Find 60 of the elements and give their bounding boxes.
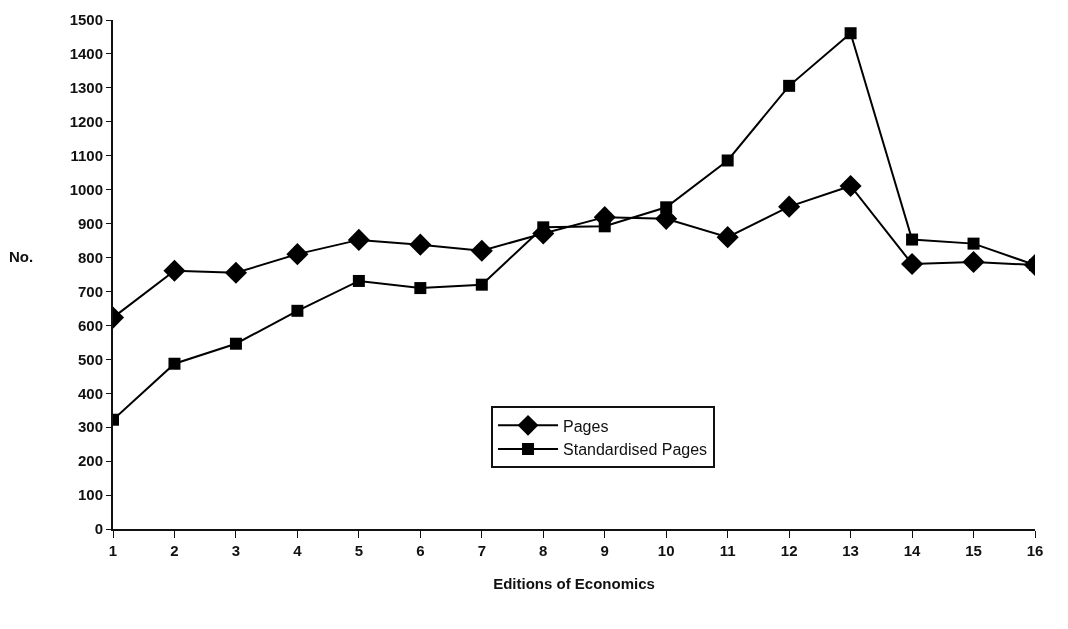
point (716, 226, 739, 249)
point (414, 282, 427, 295)
y-tick-label: 1100 (70, 146, 103, 164)
point (286, 243, 309, 266)
x-tick-label: 13 (842, 542, 859, 559)
y-tick-label: 1500 (69, 11, 103, 29)
point (352, 274, 365, 287)
point (844, 27, 857, 40)
x-tick-label: 3 (231, 542, 241, 559)
x-tick-label: 7 (477, 542, 486, 559)
point (163, 259, 186, 282)
point (962, 250, 985, 273)
y-tick-label: 1300 (69, 79, 103, 97)
point (470, 239, 493, 262)
point (778, 195, 801, 218)
y-tick-label: 800 (77, 248, 103, 266)
x-tick-label: 8 (539, 542, 548, 559)
point (598, 220, 611, 233)
y-tick-label: 0 (94, 520, 103, 538)
x-tick-label: 14 (903, 542, 922, 559)
point (660, 201, 673, 214)
y-tick-label: 1000 (69, 180, 103, 198)
x-tick-label: 9 (600, 542, 609, 559)
y-tick-label: 700 (77, 282, 103, 300)
point (229, 337, 242, 350)
y-tick-label: 500 (77, 350, 103, 368)
x-tick-label: 12 (780, 542, 798, 559)
x-tick-label: 10 (657, 542, 675, 559)
point (721, 154, 734, 167)
point (347, 228, 370, 251)
point (224, 261, 247, 284)
point (783, 79, 796, 92)
point (901, 252, 924, 276)
x-tick-label: 1 (108, 542, 118, 559)
y-tick-label: 1400 (69, 45, 103, 63)
point (168, 357, 181, 370)
x-tick-label: 6 (416, 542, 425, 559)
point (475, 278, 488, 291)
y-tick-label: 300 (77, 418, 103, 436)
legend-label: Standardised Pages (563, 441, 708, 459)
x-tick-label: 2 (170, 542, 179, 559)
point (906, 233, 919, 246)
point (409, 233, 432, 256)
point (291, 304, 304, 317)
x-tick-label: 16 (1026, 542, 1044, 559)
y-tick-label: 100 (77, 486, 103, 504)
x-tick-label: 15 (965, 542, 982, 559)
y-axis-title: No. (9, 248, 34, 265)
point (839, 174, 862, 197)
x-tick-label: 5 (354, 542, 364, 559)
y-tick-label: 900 (77, 214, 103, 232)
y-tick-label: 400 (77, 384, 103, 402)
x-axis-title: Editions of Economics (493, 574, 655, 592)
point (967, 237, 980, 250)
x-tick-label: 4 (293, 542, 303, 559)
y-tick-label: 1200 (69, 113, 103, 131)
y-tick-label: 600 (77, 316, 103, 334)
y-tick-label: 200 (77, 452, 103, 470)
legend-label: Pages (563, 417, 609, 435)
x-tick-label: 11 (719, 542, 736, 559)
